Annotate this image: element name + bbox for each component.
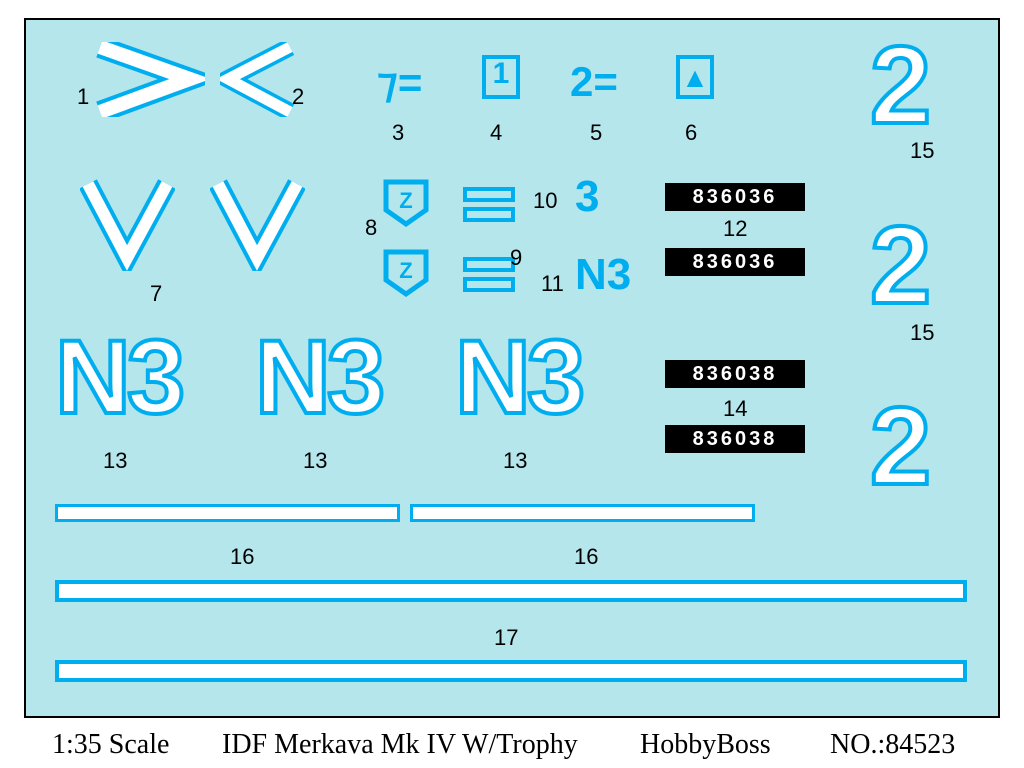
- label-4: 4: [490, 120, 502, 146]
- label-13: 13: [103, 448, 127, 474]
- text-10: 3: [575, 172, 599, 222]
- stripe-17a: [55, 580, 967, 602]
- label-11: 11: [541, 271, 564, 297]
- chevron-7a: [80, 176, 175, 271]
- label-13: 13: [503, 448, 527, 474]
- label-12: 12: [723, 216, 747, 242]
- svg-text:Z: Z: [399, 258, 412, 283]
- text-11: N3: [575, 250, 631, 300]
- stripe-16b: [410, 504, 755, 522]
- label-1: 1: [77, 84, 89, 110]
- label-2: 2: [292, 84, 304, 110]
- label-14: 14: [723, 396, 747, 422]
- n3-13c: N3: [455, 318, 581, 438]
- footer-brand: HobbyBoss: [640, 729, 771, 761]
- shield-8a: Z: [382, 178, 430, 228]
- label-15: 15: [910, 320, 934, 346]
- label-13: 13: [303, 448, 327, 474]
- label-7: 7: [150, 281, 162, 307]
- plate-14b: 836038: [665, 425, 805, 453]
- label-3: 3: [392, 120, 404, 146]
- shield-8b: Z: [382, 248, 430, 298]
- plate-12a: 836036: [665, 183, 805, 211]
- symbol-5: 2=: [570, 58, 618, 106]
- label-16: 16: [230, 544, 254, 570]
- n3-13b: N3: [255, 318, 381, 438]
- symbol-6: ▲: [676, 55, 714, 99]
- label-9: 9: [510, 245, 522, 271]
- two-15c: 2: [870, 383, 931, 510]
- two-15b: 2: [870, 202, 931, 329]
- equals-9a: [462, 185, 517, 225]
- label-16: 16: [574, 544, 598, 570]
- footer-scale: 1:35 Scale: [52, 729, 169, 761]
- symbol-4: 1: [482, 55, 520, 99]
- svg-text:Z: Z: [399, 188, 412, 213]
- stripe-17b: [55, 660, 967, 682]
- label-5: 5: [590, 120, 602, 146]
- label-8: 8: [365, 215, 377, 241]
- n3-13a: N3: [55, 318, 181, 438]
- plate-14a: 836038: [665, 360, 805, 388]
- label-15: 15: [910, 138, 934, 164]
- two-15a: 2: [870, 22, 931, 149]
- chevron-1: [95, 42, 205, 117]
- chevron-7b: [210, 176, 305, 271]
- symbol-3: ⁊=: [377, 58, 422, 107]
- label-6: 6: [685, 120, 697, 146]
- label-17: 17: [494, 625, 518, 651]
- label-10: 10: [533, 188, 557, 214]
- plate-12b: 836036: [665, 248, 805, 276]
- equals-9b: [462, 255, 517, 295]
- footer-product: NO.:84523: [830, 729, 955, 761]
- footer-title: IDF Merkava Mk IV W/Trophy: [222, 729, 578, 761]
- stripe-16a: [55, 504, 400, 522]
- chevron-2: [220, 42, 300, 117]
